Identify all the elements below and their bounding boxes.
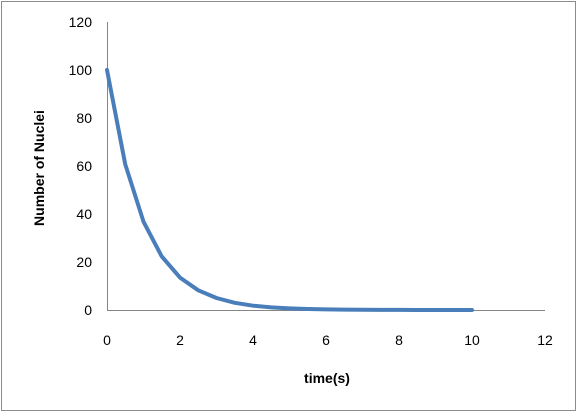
- series-line: [105, 68, 474, 312]
- y-tick-label: 40: [76, 206, 92, 222]
- y-tick-label: 20: [76, 254, 92, 270]
- y-axis-title: Number of Nuclei: [31, 110, 47, 226]
- y-tick-label: 100: [69, 62, 93, 78]
- y-tick-label: 80: [76, 110, 92, 126]
- x-tick-label: 0: [103, 332, 111, 348]
- x-tick-label: 10: [464, 332, 480, 348]
- y-tick-label: 0: [84, 302, 92, 318]
- y-tick-label: 60: [76, 158, 92, 174]
- x-axis-title: time(s): [304, 370, 350, 386]
- x-tick-labels: 0 2 4 6 8 10 12: [103, 332, 553, 348]
- y-tick-labels: 0 20 40 60 80 100 120: [69, 14, 93, 318]
- x-tick-label: 6: [322, 332, 330, 348]
- x-tick-label: 8: [395, 332, 403, 348]
- x-tick-label: 12: [537, 332, 553, 348]
- x-tick-label: 4: [249, 332, 257, 348]
- x-tick-label: 2: [176, 332, 184, 348]
- series-layer: [105, 68, 474, 312]
- y-tick-label: 120: [69, 14, 93, 30]
